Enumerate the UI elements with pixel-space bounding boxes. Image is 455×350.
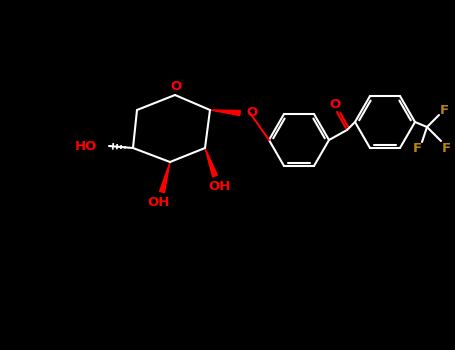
Text: OH: OH bbox=[209, 181, 231, 194]
Text: HO: HO bbox=[75, 140, 97, 153]
Text: F: F bbox=[441, 141, 450, 154]
Polygon shape bbox=[160, 162, 170, 193]
Text: F: F bbox=[412, 142, 422, 155]
Text: OH: OH bbox=[148, 196, 170, 210]
Polygon shape bbox=[210, 110, 240, 116]
Text: O: O bbox=[170, 80, 182, 93]
Polygon shape bbox=[205, 148, 217, 177]
Text: O: O bbox=[246, 105, 257, 119]
Text: F: F bbox=[440, 104, 449, 117]
Text: O: O bbox=[329, 98, 341, 111]
